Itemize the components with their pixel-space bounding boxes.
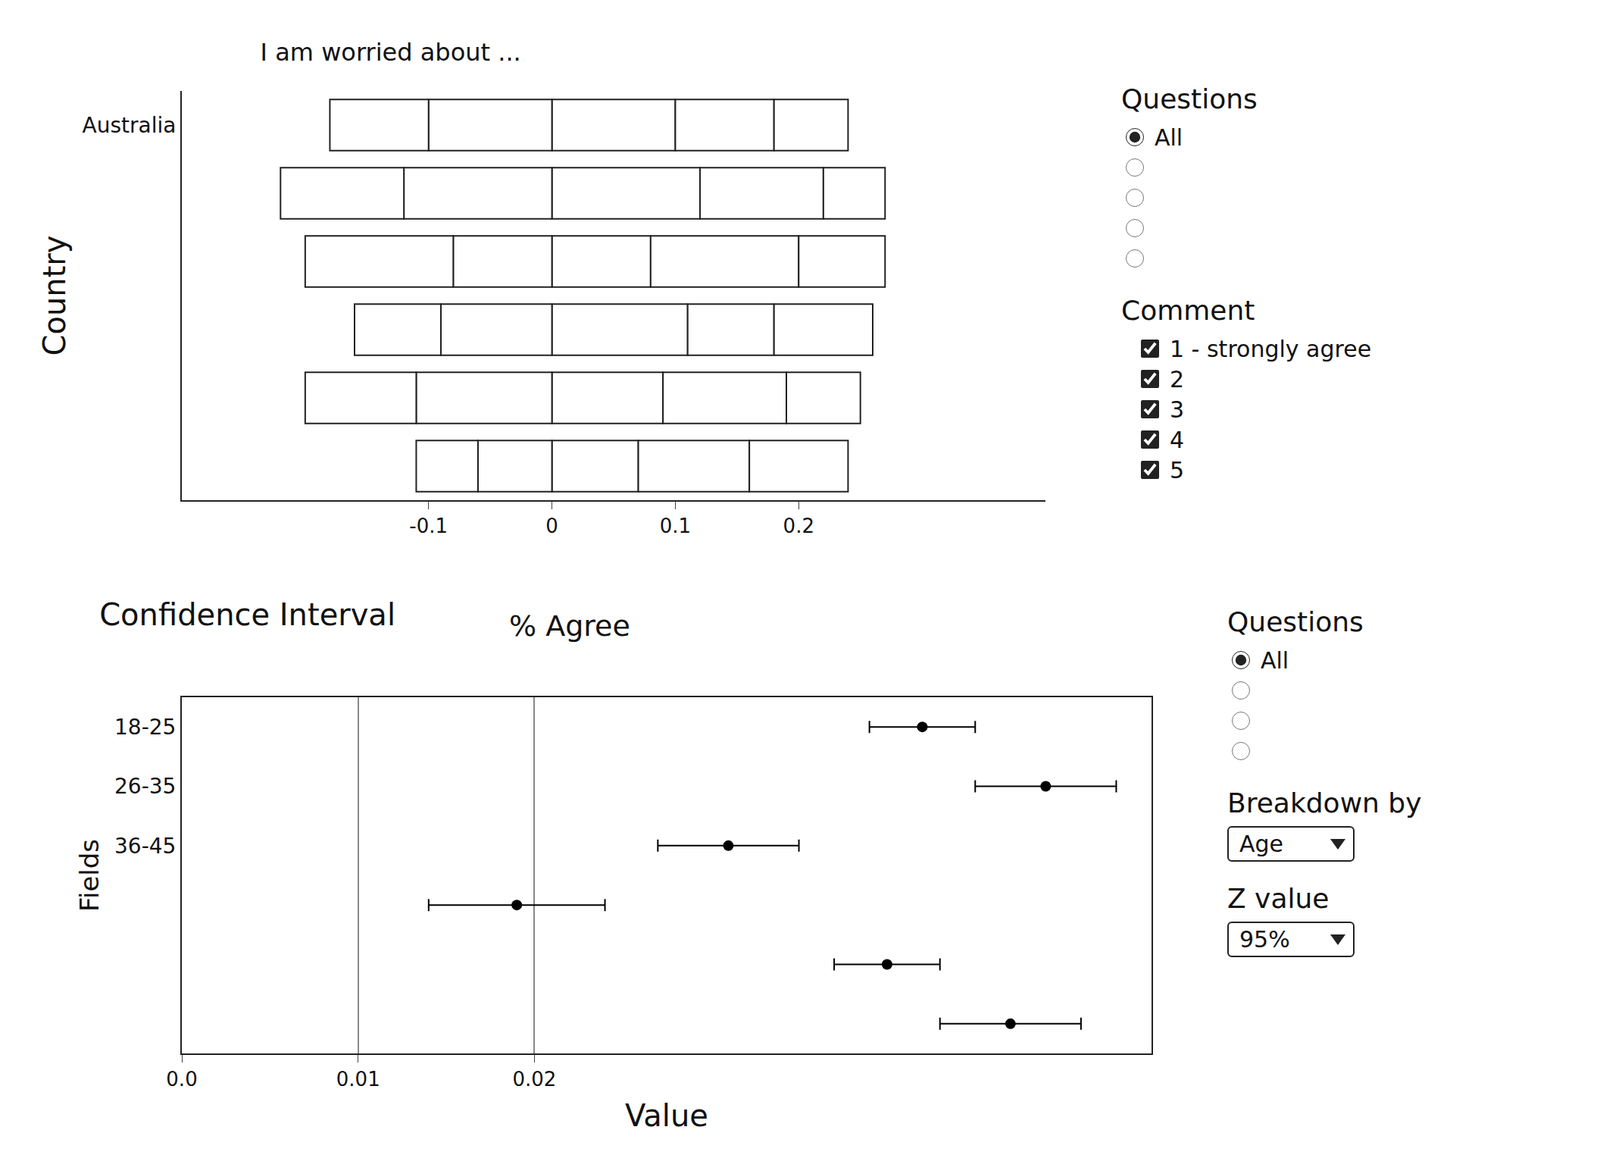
html-text:All: All (1154, 123, 1183, 151)
svg-text:% Agree: % Agree (509, 609, 631, 643)
html-text:All: All (1260, 646, 1289, 674)
svg-text:Fields: Fields (74, 838, 105, 912)
svg-text:26-35: 26-35 (114, 773, 176, 799)
html-text:Age: Age (1239, 830, 1284, 857)
html-text:95%: 95% (1239, 925, 1290, 953)
svg-text:0.01: 0.01 (336, 1067, 381, 1091)
html-text:Breakdown by: Breakdown by (1227, 787, 1422, 819)
svg-text:0.02: 0.02 (512, 1067, 557, 1091)
svg-text:Confidence Interval: Confidence Interval (99, 596, 396, 632)
svg-text:0.0: 0.0 (165, 1067, 197, 1091)
html-text:2: 2 (1169, 365, 1185, 393)
svg-text:0.1: 0.1 (659, 514, 691, 538)
svg-text:Country: Country (37, 235, 72, 357)
svg-text:Australia: Australia (82, 112, 177, 138)
svg-text:Value: Value (625, 1097, 709, 1133)
svg-text:36-45: 36-45 (114, 833, 176, 859)
html-text:Comment: Comment (1121, 294, 1255, 326)
html-text:1 - strongly agree: 1 - strongly agree (1169, 335, 1372, 362)
html-text:Questions: Questions (1227, 606, 1364, 638)
svg-text:I am worried about ...: I am worried about ... (260, 37, 522, 67)
svg-text:-0.1: -0.1 (409, 514, 448, 538)
svg-text:0.2: 0.2 (783, 514, 815, 538)
html-text:Questions: Questions (1121, 83, 1258, 115)
svg-text:0: 0 (545, 514, 559, 538)
html-text:4: 4 (1169, 426, 1185, 453)
html-text:Z value: Z value (1227, 882, 1330, 914)
svg-text:18-25: 18-25 (114, 714, 176, 740)
html-text:3: 3 (1169, 395, 1185, 423)
html-text:5: 5 (1169, 456, 1185, 483)
